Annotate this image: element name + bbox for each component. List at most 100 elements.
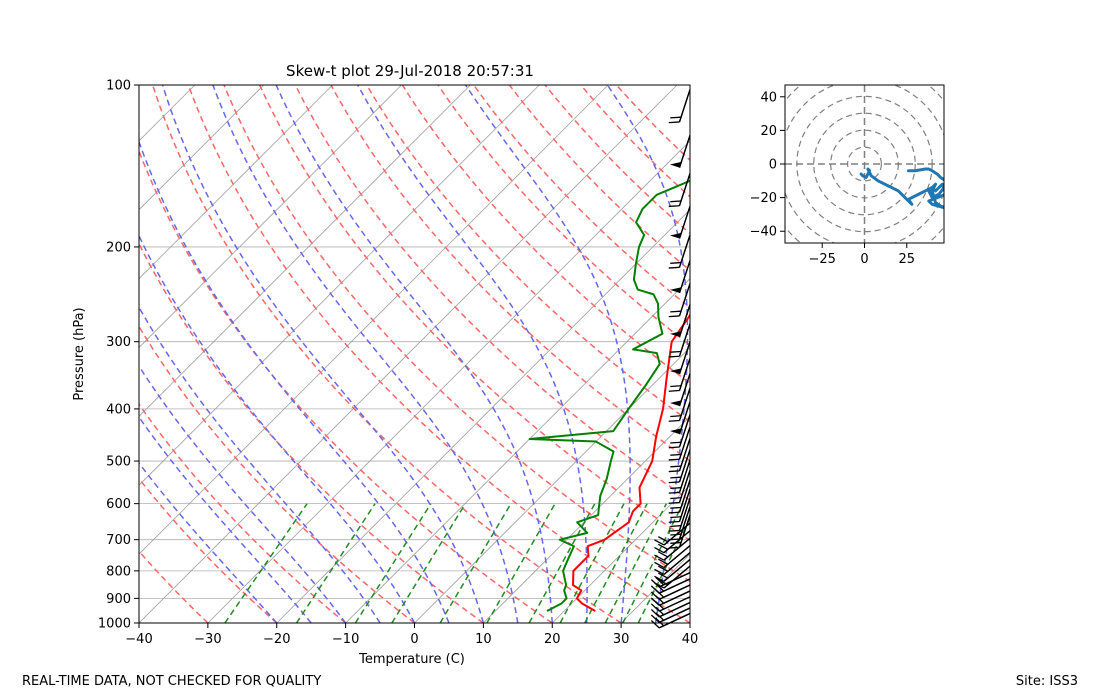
wind-barb — [650, 612, 691, 629]
hodograph-y-tick-label: 40 — [760, 90, 777, 105]
hodograph-y-tick-label: −40 — [750, 225, 777, 240]
dry-adiabat-line — [259, 85, 690, 542]
wind-barb — [669, 341, 691, 375]
isotherm-line — [139, 85, 333, 280]
wind-barb — [668, 497, 691, 532]
mixing-ratio-line — [439, 503, 512, 623]
moist-adiabat-line — [275, 85, 553, 623]
dry-adiabat-line — [139, 325, 415, 623]
isotherm-line — [689, 622, 690, 623]
hodograph-ring — [813, 112, 916, 216]
moist-adiabat-line — [357, 85, 588, 623]
mixing-ratio-line — [391, 503, 466, 623]
x-tick-label: −10 — [332, 632, 359, 647]
x-axis-label: Temperature (C) — [358, 652, 465, 667]
isotherm-line — [551, 484, 690, 623]
hodograph-chart: −25 0 25 −40 −20 0 20 40 — [750, 84, 945, 267]
moist-adiabat-line — [139, 139, 450, 623]
wind-barb — [654, 552, 691, 576]
wind-barb — [668, 426, 691, 461]
hodograph-ring — [846, 146, 883, 182]
moist-adiabat-line — [139, 364, 347, 623]
mixing-ratio-line — [528, 503, 596, 623]
wind-barb — [668, 283, 691, 318]
mixing-ratio-line — [622, 503, 684, 623]
wind-barb — [668, 234, 691, 269]
isotherm-line — [414, 346, 690, 623]
x-axis-ticks: −40 −30 −20 −10 0 10 20 30 40 — [125, 623, 698, 647]
y-tick-label: 200 — [106, 240, 131, 255]
y-tick-label: 600 — [106, 497, 131, 512]
isotherm-line — [139, 85, 265, 211]
y-tick-label: 800 — [106, 564, 131, 579]
wind-barb — [668, 469, 691, 504]
sounding-series — [528, 179, 690, 612]
hodograph-line — [859, 167, 944, 210]
moist-adiabat-line — [161, 85, 485, 623]
wind-barb — [654, 565, 691, 589]
wind-barb — [654, 537, 691, 561]
y-axis-ticks: 100 200 300 400 500 600 700 800 900 1000 — [98, 79, 139, 632]
dry-adiabat-line — [223, 85, 690, 583]
x-tick-label: 30 — [613, 632, 630, 647]
dry-adiabat-line — [615, 85, 690, 162]
wind-barb — [668, 438, 691, 473]
dry-adiabats — [139, 85, 690, 623]
isotherms — [0, 85, 690, 623]
x-tick-label: 20 — [544, 632, 561, 647]
x-tick-label: −20 — [263, 632, 290, 647]
hodograph-x-tick-label: 0 — [860, 252, 868, 267]
moist-adiabat-line — [139, 415, 312, 623]
isotherm-line — [139, 85, 402, 349]
y-tick-label: 900 — [106, 592, 131, 607]
wind-barb — [668, 488, 691, 523]
y-tick-label: 500 — [106, 455, 131, 470]
wind-barb — [668, 459, 691, 494]
isotherm-line — [0, 85, 57, 623]
dry-adiabat-line — [473, 85, 690, 309]
x-tick-label: 0 — [410, 632, 418, 647]
mixing-ratio-line — [486, 503, 556, 623]
chart-title: Skew-t plot 29-Jul-2018 20:57:31 — [286, 62, 534, 80]
x-tick-label: −30 — [194, 632, 221, 647]
y-tick-label: 700 — [106, 533, 131, 548]
isotherm-line — [139, 85, 471, 417]
y-tick-label: 100 — [106, 79, 131, 94]
dry-adiabat-line — [294, 85, 690, 502]
wind-barb — [669, 135, 691, 168]
dry-adiabat-line — [366, 85, 690, 423]
dry-adiabat-line — [139, 477, 278, 623]
y-tick-label: 300 — [106, 335, 131, 350]
moist-adiabat-line — [139, 461, 278, 623]
mixing-ratio-line — [224, 503, 308, 623]
dry-adiabat-line — [139, 550, 209, 623]
wind-barb — [668, 323, 691, 358]
wind-barb — [668, 449, 691, 484]
wind-barb — [650, 607, 691, 623]
isotherm-line — [139, 85, 196, 142]
wind-barb — [668, 387, 691, 422]
moist-adiabat-line — [606, 85, 689, 623]
wind-barb — [668, 506, 691, 541]
mixing-ratio-line — [584, 503, 648, 623]
wind-barb — [654, 530, 691, 554]
x-tick-label: 40 — [682, 632, 699, 647]
skew-t-frame — [138, 84, 691, 624]
isotherm-line — [276, 209, 690, 623]
isotherm-line — [207, 140, 690, 623]
isotherm-line — [345, 278, 690, 623]
mixing-ratio-line — [354, 503, 432, 623]
skew-t-chart: −40 −30 −20 −10 0 10 20 30 40 100200300400500600… — [0, 62, 698, 667]
wind-barb — [669, 401, 691, 435]
pressure-gridlines — [139, 85, 690, 623]
isotherm-line — [620, 553, 690, 623]
hodograph-y-tick-label: 0 — [769, 158, 777, 173]
wind-barb — [668, 173, 691, 208]
mixing-ratio-line — [559, 503, 625, 623]
wind-barb — [668, 357, 691, 392]
moist-adiabat-line — [139, 234, 416, 623]
wind-barb — [669, 260, 691, 294]
wind-barb — [668, 514, 691, 549]
hodograph-rings — [785, 85, 944, 243]
